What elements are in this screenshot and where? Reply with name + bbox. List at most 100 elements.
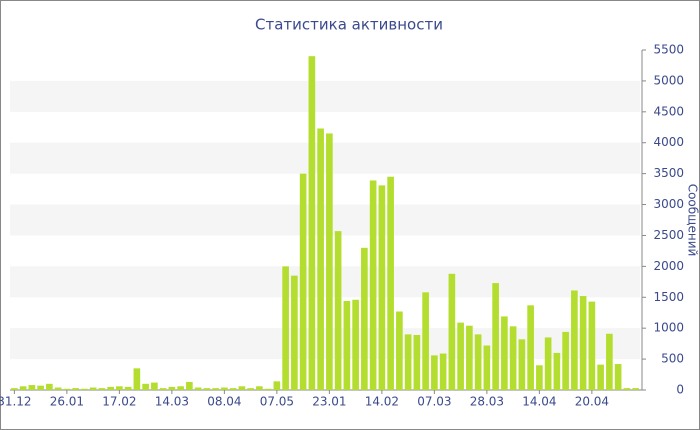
bar [352,299,359,390]
grid-band [10,266,640,298]
y-tick-label: 500 [661,352,684,366]
x-tick-label: 17.02 [102,395,136,409]
bar [553,352,561,390]
bar [273,381,281,390]
bar [527,305,534,390]
bar [72,388,79,390]
bar [11,388,18,390]
bar [54,387,62,390]
bar [221,387,228,390]
x-tick-label: 20.04 [575,395,609,409]
y-tick-label: 5500 [653,43,684,57]
bar [229,388,237,390]
bar [124,386,132,390]
y-tick-label: 2000 [653,259,684,273]
x-tick-label: 31.12 [0,395,32,409]
bar [404,334,412,390]
bar [448,273,456,390]
grid-band [10,80,640,112]
bar [439,353,447,390]
bar [536,365,543,390]
bar [142,383,149,390]
x-tick-label: 07.05 [260,395,294,409]
bar [63,388,71,390]
bar [466,325,473,390]
bar [579,296,587,390]
bar [46,383,53,390]
bar [378,185,386,390]
bar [623,388,631,390]
bar [326,133,333,391]
bar [308,56,316,390]
chart-title: Статистика активности [255,16,443,34]
x-tick-label: 23.01 [312,395,346,409]
bar [212,388,219,390]
bar [606,333,613,390]
bar [107,386,114,390]
bar [194,387,202,390]
bar [238,386,246,390]
bar [98,388,106,390]
bar [291,275,298,390]
bar [518,339,526,390]
y-tick-label: 3500 [653,166,684,180]
bar [483,345,491,390]
bar [413,334,421,390]
x-tick-label: 14.02 [365,395,399,409]
x-tick-label: 26.01 [50,395,84,409]
bar [396,311,403,390]
bar [282,266,289,390]
bar [614,364,622,390]
bar [474,334,482,390]
y-tick-label: 4000 [653,135,684,149]
bar [256,386,263,390]
bar [562,331,569,390]
y-tick-label: 1500 [653,290,684,304]
bar [334,231,342,390]
grid-band [10,142,640,174]
bar [343,300,351,390]
y-tick-label: 3000 [653,197,684,211]
bar [81,388,88,390]
bar [509,326,517,390]
grid-band [10,328,640,360]
bar [186,381,193,390]
y-tick-label: 0 [676,383,684,397]
bar [264,388,272,390]
bar [168,386,176,390]
x-tick-label: 07.03 [417,395,451,409]
y-tick-label: 2500 [653,228,684,242]
bar [571,290,578,390]
y-tick-label: 1000 [653,321,684,335]
bar [501,316,508,390]
bar [632,388,639,390]
bar [28,385,36,390]
x-tick-label: 08.04 [207,395,241,409]
bar [588,301,596,390]
bar [133,368,141,390]
bar [387,176,394,390]
x-tick-label: 14.03 [155,395,189,409]
bar [299,173,307,390]
bar [151,382,158,390]
bar [544,337,552,390]
bar [247,388,254,390]
y-tick-label: 5000 [653,73,684,87]
bar [159,388,167,390]
y-tick-label: 4500 [653,104,684,118]
bar [19,386,27,390]
bar [116,386,123,390]
bar [203,388,211,390]
bar [457,322,464,390]
bar [492,283,499,390]
y-axis-label: Сообщений [686,184,700,257]
bar [317,128,324,390]
grid-band [10,204,640,236]
bar [89,387,97,390]
x-tick-label: 14.04 [522,395,556,409]
x-tick-label: 28.03 [470,395,504,409]
bar [597,364,604,390]
bar [369,180,377,390]
bar [177,386,184,390]
